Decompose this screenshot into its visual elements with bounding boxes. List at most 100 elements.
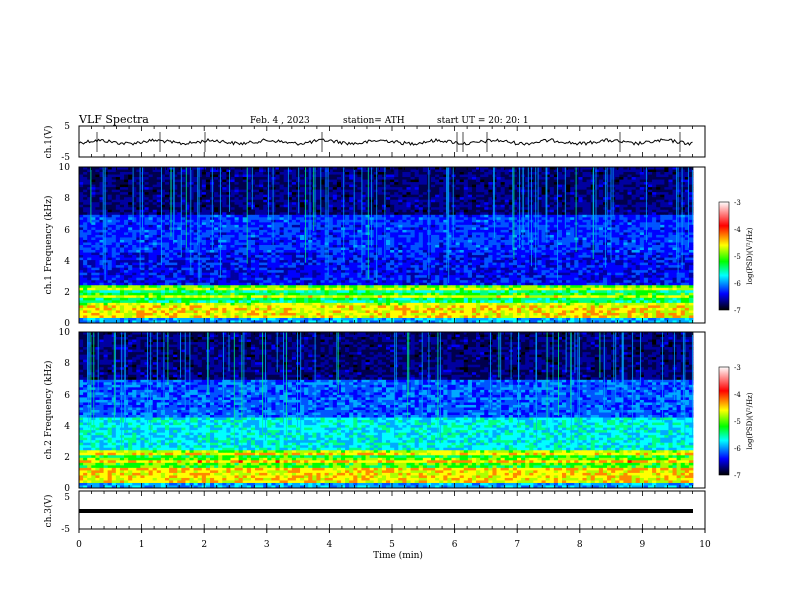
spectrogram-cell	[582, 187, 587, 191]
spectrogram-cell	[508, 229, 514, 233]
spectrogram-cell	[386, 234, 391, 238]
spectrogram-cell	[320, 182, 325, 186]
spectrogram-cell	[234, 207, 240, 211]
spectrogram-cell	[394, 242, 399, 246]
spectrogram-cell	[688, 214, 694, 218]
spectrogram-cell	[406, 212, 411, 216]
spectrogram-cell	[295, 217, 301, 221]
spectrogram-cell	[365, 207, 371, 211]
spectrogram-cell	[570, 177, 575, 180]
spectrogram-cell	[598, 197, 604, 201]
spectrogram-cell	[402, 194, 407, 198]
spectrogram-cell	[222, 192, 227, 196]
spectrogram-cell	[639, 184, 645, 188]
spectrogram-cell	[242, 245, 248, 248]
spectrogram-cell	[447, 174, 452, 178]
spectrogram-cell	[361, 204, 366, 208]
spectrogram-cell	[508, 189, 514, 193]
spectrogram-cell	[451, 174, 456, 178]
spectrogram-cell	[562, 184, 567, 188]
spectrogram-cell	[95, 179, 100, 183]
spectrogram-cell	[361, 224, 366, 228]
spectrogram-cell	[537, 204, 542, 208]
spectrogram-cell	[586, 217, 592, 221]
spectrogram-cell	[164, 192, 170, 196]
spectrogram-cell	[435, 179, 440, 183]
spectrogram-cell	[627, 204, 632, 208]
spectrogram-cell	[300, 239, 305, 243]
spectrogram-cell	[664, 174, 669, 178]
spectrogram-cell	[136, 192, 141, 196]
spectrogram-cell	[627, 219, 632, 223]
spectrogram-cell	[312, 245, 317, 248]
spectrogram-cell	[672, 239, 678, 243]
spectrogram-cell	[615, 199, 620, 203]
spectrogram-cell	[107, 182, 113, 186]
spectrogram-cell	[324, 239, 330, 243]
spectrogram-cell	[205, 239, 211, 243]
spectrogram-cell	[459, 187, 465, 191]
spectrogram-cell	[377, 187, 383, 191]
spectrogram-cell	[308, 207, 313, 211]
spectrogram-cell	[353, 194, 358, 198]
spectrogram-cell	[164, 179, 170, 183]
spectrogram-cell	[373, 169, 379, 173]
spectrogram-cell	[308, 245, 313, 248]
spectrogram-cell	[508, 222, 514, 226]
spectrogram-cell	[291, 204, 297, 208]
spectrogram-cell	[328, 217, 334, 221]
spectrogram-cell	[541, 227, 547, 231]
spectrogram-cell	[316, 219, 321, 223]
spectrogram-cell	[615, 187, 620, 191]
spectrogram-cell	[484, 192, 489, 196]
spectrogram-cell	[189, 222, 195, 226]
spectrogram-cell	[386, 217, 391, 221]
spectrogram-cell	[672, 214, 678, 218]
spectrogram-cell	[124, 245, 129, 248]
spectrogram-cell	[279, 179, 285, 183]
spectrogram-cell	[107, 232, 113, 236]
spectrogram-cell	[451, 245, 456, 248]
spectrogram-cell	[680, 189, 686, 193]
spectrogram-cell	[615, 194, 620, 198]
spectrogram-cell	[107, 172, 113, 175]
spectrogram-cell	[291, 219, 297, 223]
spectrogram-cell	[353, 234, 358, 238]
spectrogram-cell	[91, 232, 96, 236]
spectrogram-cell	[541, 194, 547, 198]
spectrogram-cell	[607, 214, 612, 218]
spectrogram-cell	[250, 219, 256, 223]
spectrogram-cell	[414, 245, 420, 248]
spectrogram-cell	[353, 169, 358, 173]
spectrogram-cell	[95, 234, 100, 238]
spectrogram-cell	[545, 222, 551, 226]
spectrogram-cell	[394, 192, 399, 196]
spectrogram-cell	[304, 199, 309, 203]
spectrogram-cell	[398, 167, 403, 170]
spectrogram-cell	[459, 184, 465, 188]
spectrogram-cell	[320, 214, 325, 218]
spectrogram-cell	[476, 187, 481, 191]
spectrogram-cell	[226, 197, 231, 201]
spectrogram-cell	[238, 219, 244, 223]
spectrogram-cell	[222, 177, 227, 180]
spectrogram-cell	[353, 232, 358, 236]
spectrogram-cell	[570, 192, 575, 196]
spectrogram-cell	[623, 207, 628, 211]
spectrogram-cell	[557, 199, 563, 203]
spectrogram-cell	[242, 174, 248, 178]
spectrogram-cell	[181, 242, 186, 246]
spectrogram-cell	[214, 174, 219, 178]
spectrogram-cell	[504, 184, 510, 188]
spectrogram-cell	[598, 202, 604, 206]
spectrogram-cell	[680, 232, 686, 236]
spectrogram-cell	[91, 212, 96, 216]
spectrogram-cell	[672, 207, 678, 211]
spectrogram-cell	[676, 189, 682, 193]
spectrogram-cell	[537, 222, 542, 226]
spectrogram-cell	[250, 247, 256, 251]
spectrogram-cell	[320, 189, 325, 193]
spectrogram-cell	[324, 189, 330, 193]
spectrogram-cell	[496, 227, 502, 231]
spectrogram-cell	[476, 194, 481, 198]
